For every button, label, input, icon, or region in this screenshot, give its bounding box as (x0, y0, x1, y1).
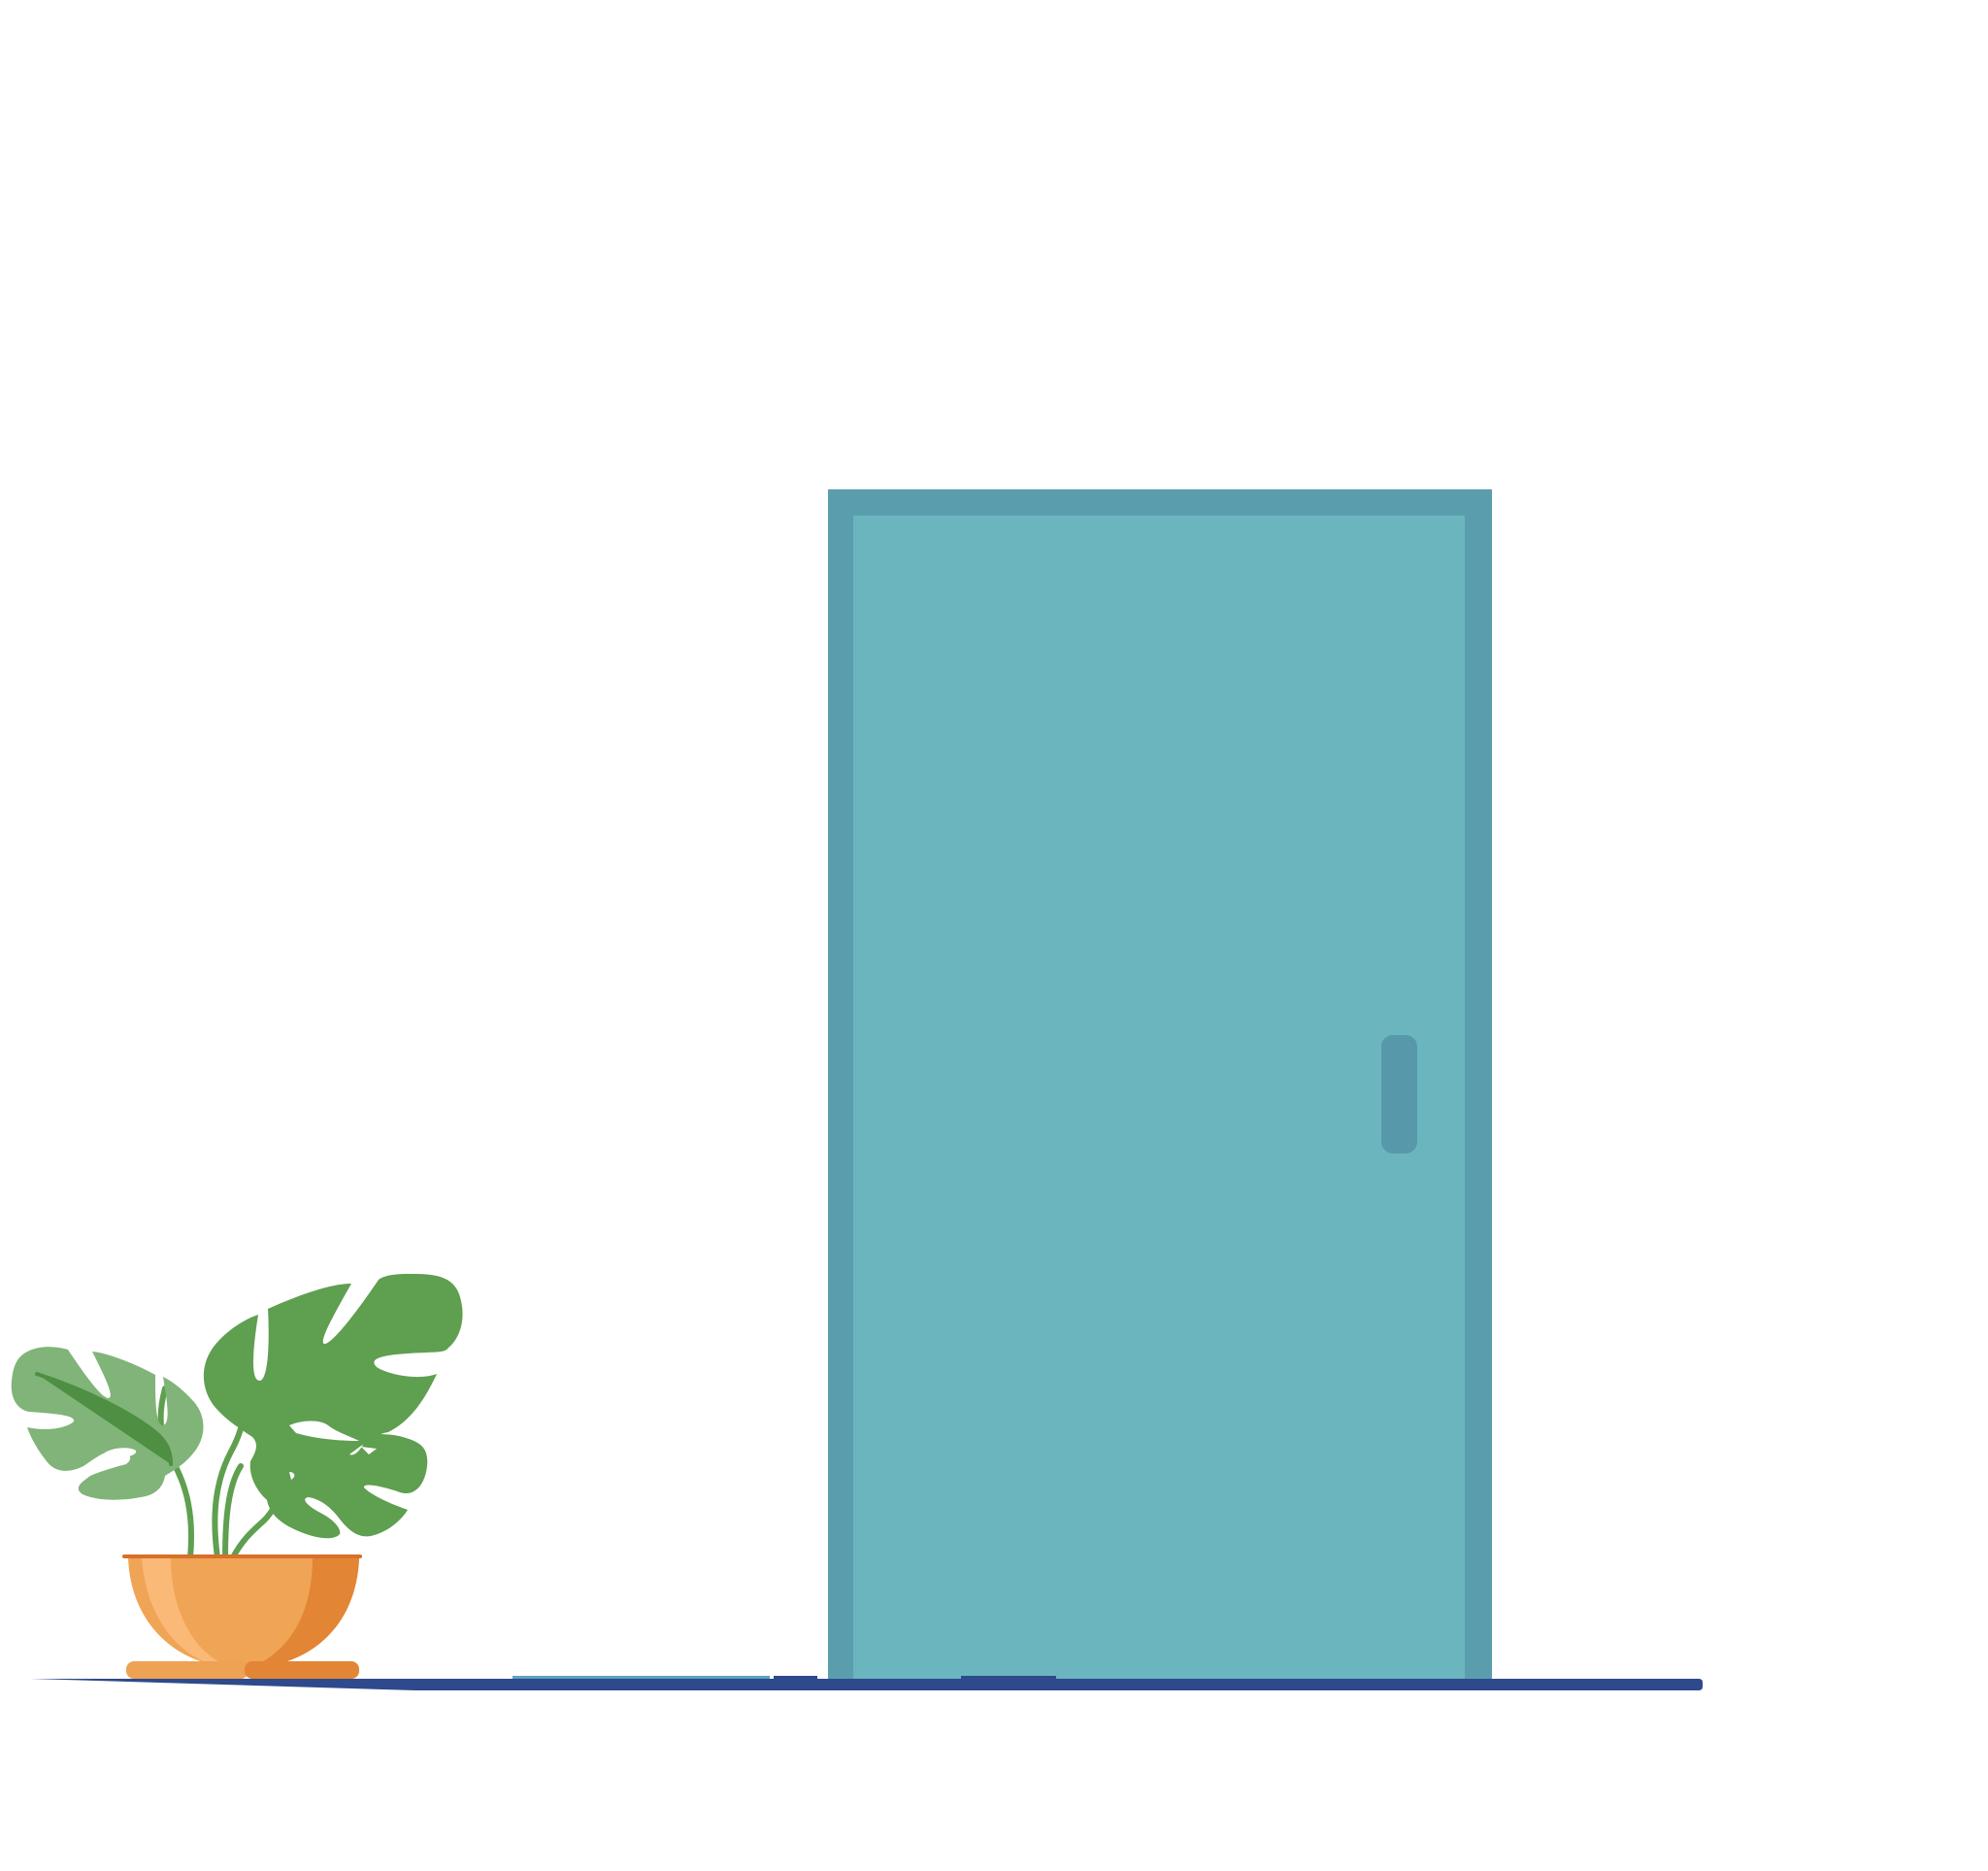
pot-rim (122, 1554, 362, 1558)
leaf-left (11, 1347, 204, 1500)
leaf-left-vein (35, 1372, 173, 1466)
floor-shadow-segment (774, 1676, 817, 1680)
leaf-left-hole (105, 1448, 137, 1458)
pot-highlight (142, 1557, 233, 1668)
door (828, 489, 1492, 1680)
leaf-right-hole-1 (289, 1420, 359, 1441)
leaf-right (203, 1274, 463, 1539)
pot (122, 1554, 362, 1679)
pot-base-right (245, 1661, 359, 1679)
door-panel (853, 516, 1465, 1680)
potted-plant (11, 1274, 463, 1679)
leaf-right-hole-2 (361, 1447, 377, 1454)
leaf-right-hole-3 (289, 1472, 295, 1480)
floor-highlight (513, 1676, 770, 1679)
pot-base-left (126, 1661, 248, 1679)
leaf-right-blade (203, 1274, 463, 1539)
floor-strip (31, 1679, 1703, 1690)
floor-line (31, 1676, 1703, 1690)
floor-shadow-segment-2 (961, 1676, 1056, 1680)
door-handle (1381, 1035, 1417, 1153)
stem-back (222, 1463, 244, 1560)
pot-shadow (250, 1557, 359, 1668)
